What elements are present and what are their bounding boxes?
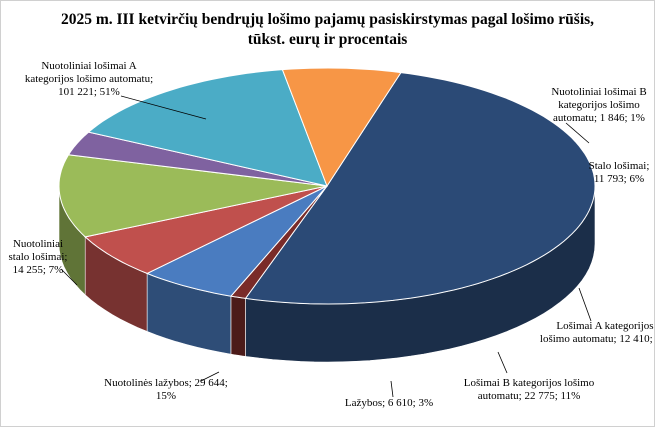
chart-title-line1: 2025 m. III ketvirčių bendrųjų lošimo pa… bbox=[60, 11, 595, 28]
leader-line-bets bbox=[390, 380, 394, 398]
data-label-table: Stalo lošimai; 11 793; 6% bbox=[589, 160, 650, 185]
pie-slice-cat-b bbox=[58, 154, 328, 238]
data-label-cat-a: Lošimai A kategorijos lošimo automatu; 12… bbox=[540, 320, 654, 345]
pie-side-online-b bbox=[230, 295, 246, 357]
pie-slice-table bbox=[145, 185, 328, 297]
data-label-cat-b: Lošimai B kategorijos lošimo automatu; 22… bbox=[464, 377, 595, 402]
leader-line-online-table bbox=[60, 268, 78, 286]
leader-line-cat-a bbox=[578, 287, 592, 322]
pie-slice-online-a bbox=[244, 72, 596, 305]
leader-line-online-a bbox=[120, 95, 207, 120]
chart-title-line2: tūkst. eurų ir procentais bbox=[247, 31, 408, 48]
data-label-online-bets: Nuotolinės lažybos; 29 644; 15% bbox=[104, 377, 228, 402]
data-label-bets: Lažybos; 6 610; 3% bbox=[345, 397, 433, 409]
data-label-online-table: Nuotoliniai stalo lošimai; 14 255; 7% bbox=[9, 238, 68, 276]
pie-slice-online-table bbox=[281, 67, 402, 188]
pie-slice-bets bbox=[67, 131, 328, 187]
leader-line-online-b bbox=[565, 122, 590, 144]
pie-slice-online-bets bbox=[87, 69, 328, 187]
leader-line-cat-b bbox=[497, 351, 508, 374]
pie-slice-cat-a bbox=[84, 185, 328, 274]
leader-line-online-bets bbox=[200, 371, 220, 382]
